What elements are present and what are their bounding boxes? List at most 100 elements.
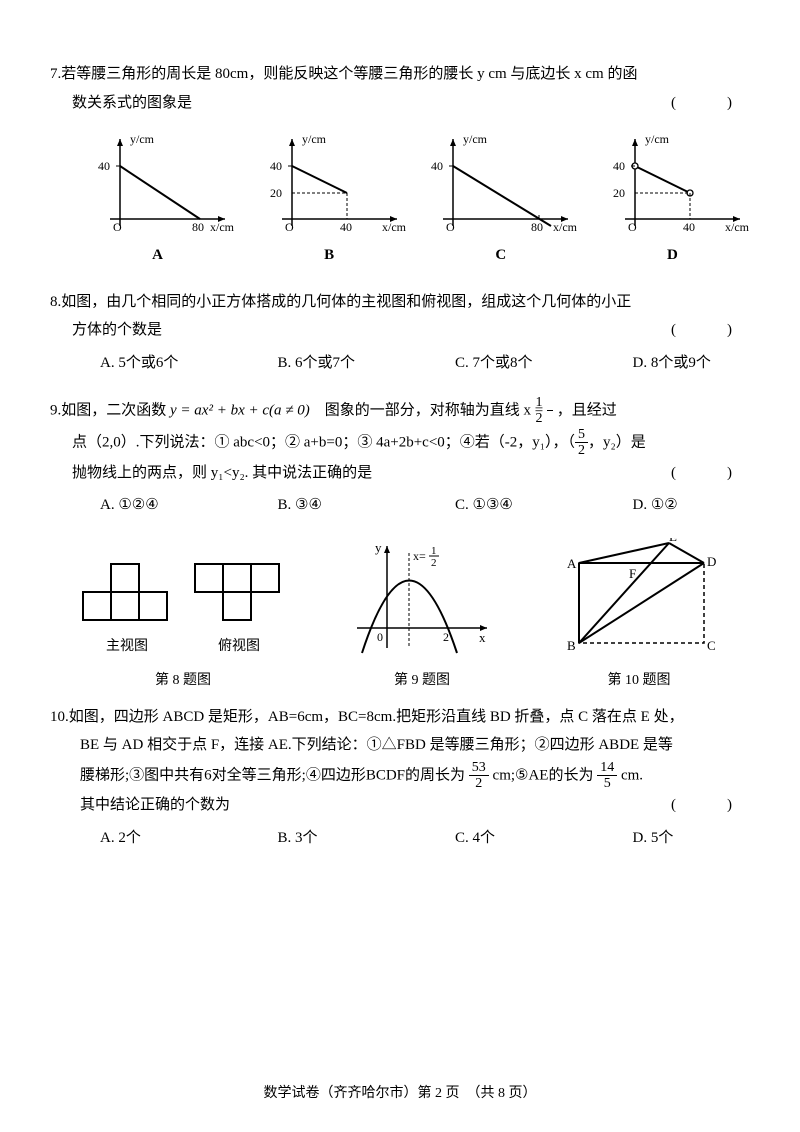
svg-text:1: 1 [431,545,437,557]
chart-d-svg: y/cm x/cm O 40 20 40 [595,131,750,241]
q10-paren: ( ) [671,791,750,820]
svg-text:x/cm: x/cm [553,220,578,234]
chart-a-svg: y/cm x/cm O 40 80 [80,131,235,241]
q10-options: A. 2个 B. 3个 C. 4个 D. 5个 [50,824,750,853]
svg-text:x/cm: x/cm [725,220,750,234]
svg-text:y/cm: y/cm [302,132,327,146]
q10-opt-a: A. 2个 [100,824,218,853]
q10-figure: A B C D E F 第 10 题图 [559,538,719,689]
svg-text:y/cm: y/cm [463,132,488,146]
svg-text:F: F [629,566,636,581]
q10-line2: BE 与 AD 相交于点 F，连接 AE.下列结论：①△FBD 是等腰三角形；②… [50,731,750,760]
q9-opt-b: B. ③④ [278,491,396,520]
q10-text3a: 腰梯形;③图中共有6对全等三角形;④四边形BCDF的周长为 [80,767,465,783]
svg-text:O: O [446,220,455,234]
q9-text2b: ，y₂）是 [588,434,646,450]
svg-text:20: 20 [613,186,625,200]
q10-opt-b: B. 3个 [278,824,396,853]
svg-text:C: C [707,638,716,653]
question-9: 9.如图，二次函数 y = ax² + bx + c(a ≠ 0) 图象的一部分… [50,395,750,520]
svg-text:x=: x= [413,549,426,563]
question-8: 8.如图，由几个相同的小正方体搭成的几何体的主视图和俯视图，组成这个几何体的小正… [50,288,750,378]
q8-figure: 主视图 俯视图 第 8 题图 [81,562,285,689]
q10-line4: 其中结论正确的个数为 ( ) [50,791,750,820]
q9-opt-a: A. ①②④ [100,491,218,520]
svg-text:O: O [628,220,637,234]
q10-line1: 10.如图，四边形 ABCD 是矩形，AB=6cm，BC=8cm.把矩形沿直线 … [50,703,750,732]
svg-text:D: D [707,554,716,569]
q7-paren: ( ) [671,89,750,118]
q8-text2: 方体的个数是 [72,322,162,338]
svg-text:O: O [113,220,122,234]
q8-line1: 8.如图，由几个相同的小正方体搭成的几何体的主视图和俯视图，组成这个几何体的小正 [50,288,750,317]
q8-opt-a: A. 5个或6个 [100,349,218,378]
svg-text:A: A [567,556,577,571]
svg-text:40: 40 [270,159,282,173]
q10-opt-c: C. 4个 [455,824,573,853]
chart-b: y/cm x/cm O 40 20 40 B [252,131,407,270]
q8-line2: 方体的个数是 ( ) [50,316,750,345]
svg-text:y/cm: y/cm [130,132,155,146]
q7-line2: 数关系式的图象是 ( ) [50,89,750,118]
q9-opt-c: C. ①③④ [455,491,573,520]
question-7: 7.若等腰三角形的周长是 80cm，则能反映这个等腰三角形的腰长 y cm 与底… [50,60,750,270]
q7-num: 7. [50,66,61,82]
chart-a-label: A [152,241,163,270]
q9-options: A. ①②④ B. ③④ C. ①③④ D. ①② [50,491,750,520]
q9-line1: 9.如图，二次函数 y = ax² + bx + c(a ≠ 0) 图象的一部分… [50,395,750,427]
svg-text:40: 40 [431,159,443,173]
q10-text2: BE 与 AD 相交于点 F，连接 AE.下列结论：①△FBD 是等腰三角形；②… [80,737,673,753]
q10-num: 10. [50,709,69,725]
q10-fig-caption: 第 10 题图 [559,669,719,689]
chart-c: y/cm x/cm O 40 80 C [423,131,578,270]
svg-text:x/cm: x/cm [210,220,235,234]
page-footer: 数学试卷（齐齐哈尔市）第 2 页 （共 8 页） [0,1082,800,1102]
q10-opt-d: D. 5个 [633,824,751,853]
q7-text1: 若等腰三角形的周长是 80cm，则能反映这个等腰三角形的腰长 y cm 与底边长… [61,66,637,82]
frac-52: 52 [575,427,588,459]
frac-145: 145 [597,760,617,792]
q8-opt-d: D. 8个或9个 [633,349,751,378]
q10-text4: 其中结论正确的个数为 [80,797,230,813]
svg-text:x/cm: x/cm [382,220,407,234]
svg-text:40: 40 [98,159,110,173]
svg-text:2: 2 [443,630,449,644]
figures-row: 主视图 俯视图 第 8 题图 y x 0 [50,538,750,689]
q7-text2: 数关系式的图象是 [72,95,192,111]
q9-formula: y = ax² + bx + c(a ≠ 0) [170,402,310,418]
q9-figure: y x 0 2 x= 1 2 第 9 题图 [347,538,497,689]
q9-text1c: ，且经过 [553,402,617,418]
q8-top-view: 俯视图 [193,562,285,655]
q9-text1a: 如图，二次函数 [61,402,170,418]
q8-num: 8. [50,294,61,310]
q8-options: A. 5个或6个 B. 6个或7个 C. 7个或8个 D. 8个或9个 [50,349,750,378]
q9-fig-caption: 第 9 题图 [347,669,497,689]
svg-text:E: E [669,538,677,544]
q7-line1: 7.若等腰三角形的周长是 80cm，则能反映这个等腰三角形的腰长 y cm 与底… [50,60,750,89]
svg-text:40: 40 [340,220,352,234]
q8-opt-c: C. 7个或8个 [455,349,573,378]
q9-text2a: 点（2,0）.下列说法：① abc<0；② a+b=0；③ 4a+2b+c<0；… [72,434,575,450]
chart-d: y/cm x/cm O 40 20 40 D [595,131,750,270]
chart-d-label: D [667,241,678,270]
q8-text1: 如图，由几个相同的小正方体搭成的几何体的主视图和俯视图，组成这个几何体的小正 [61,294,631,310]
q10-text1: 如图，四边形 ABCD 是矩形，AB=6cm，BC=8cm.把矩形沿直线 BD … [69,709,684,725]
svg-text:40: 40 [683,220,695,234]
svg-text:80: 80 [192,220,204,234]
q7-charts-row: y/cm x/cm O 40 80 A y/cm x/cm O 40 [80,131,750,270]
q9-text1b: 图象的一部分，对称轴为直线 x = [310,402,547,418]
q8-fig-caption: 第 8 题图 [81,669,285,689]
q10-line3: 腰梯形;③图中共有6对全等三角形;④四边形BCDF的周长为 532 cm;⑤AE… [50,760,750,792]
svg-text:40: 40 [613,159,625,173]
svg-text:20: 20 [270,186,282,200]
svg-text:80: 80 [531,220,543,234]
q10-text3c: cm. [621,767,643,783]
svg-text:2: 2 [431,557,437,569]
svg-text:y/cm: y/cm [645,132,670,146]
chart-b-svg: y/cm x/cm O 40 20 40 [252,131,407,241]
q8-top-label: 俯视图 [193,635,285,655]
q9-num: 9. [50,402,61,418]
chart-c-label: C [495,241,506,270]
q8-opt-b: B. 6个或7个 [278,349,396,378]
chart-c-svg: y/cm x/cm O 40 80 [423,131,578,241]
